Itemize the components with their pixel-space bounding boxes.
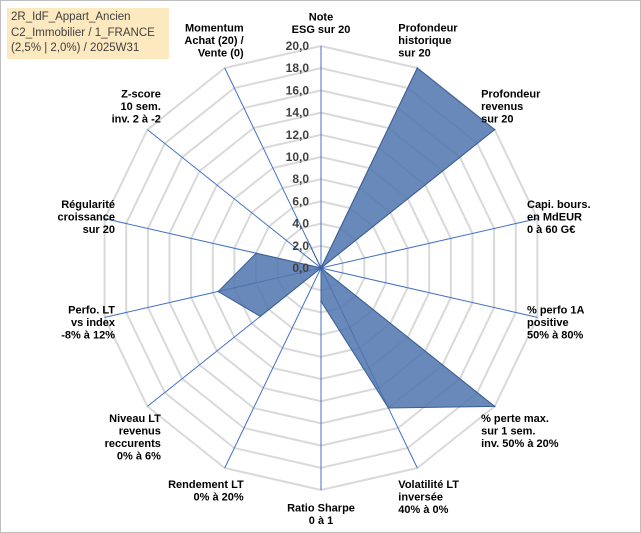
axis-label: Capi. bours. bbox=[527, 199, 591, 211]
axis-label: Momentum bbox=[185, 23, 244, 35]
axis-label: Profondeur bbox=[398, 23, 458, 35]
axis-label: inv. 50% à 20% bbox=[481, 438, 559, 450]
data-point bbox=[493, 128, 496, 131]
axis-label: Vente (0) bbox=[198, 48, 244, 60]
axis-label: Régularité bbox=[61, 199, 115, 211]
info-line-1: 2R_IdF_Appart_Ancien bbox=[11, 11, 131, 23]
axis-label: Achat (20) / bbox=[184, 35, 243, 47]
axis-label: historique bbox=[398, 35, 451, 47]
axis-label: 0 à 60 G€ bbox=[527, 224, 575, 236]
tick-label: 0,0 bbox=[292, 261, 309, 275]
axis-label: inv. 2 à -2 bbox=[112, 114, 161, 126]
axis-label: inversée bbox=[398, 491, 443, 503]
axis-label: positive bbox=[527, 317, 569, 329]
axis-label: en MdEUR bbox=[527, 211, 582, 223]
tick-label: 18,0 bbox=[286, 61, 310, 75]
axis-line bbox=[224, 67, 322, 269]
tick-label: 12,0 bbox=[286, 128, 310, 142]
axis-label: Niveau LT bbox=[109, 413, 161, 425]
axis-label: sur 20 bbox=[481, 114, 513, 126]
axis-label: sur 1 sem. bbox=[481, 425, 535, 437]
axis-label: -8% à 12% bbox=[61, 330, 115, 342]
axis-label: ESG sur 20 bbox=[292, 24, 351, 36]
tick-label: 4,0 bbox=[292, 217, 309, 231]
axis-label: sur 20 bbox=[83, 224, 115, 236]
axis-line bbox=[320, 267, 538, 318]
axis-label: 50% à 80% bbox=[527, 330, 583, 342]
axis-line bbox=[320, 218, 538, 269]
axis-label: 10 sem. bbox=[121, 101, 161, 113]
axis-label: Note bbox=[309, 12, 333, 24]
data-point bbox=[493, 405, 496, 408]
tick-label: 16,0 bbox=[286, 83, 310, 97]
data-point bbox=[320, 267, 322, 269]
tick-label: 2,0 bbox=[292, 239, 309, 253]
info-line-2: C2_Immobilier / 1_FRANCE bbox=[11, 26, 155, 39]
axis-label: 40% à 0% bbox=[398, 504, 448, 516]
axis-label: Z-score bbox=[121, 89, 161, 101]
axis-label: Volatilité LT bbox=[398, 479, 459, 491]
axis-label: Perfo. LT bbox=[68, 305, 115, 317]
data-point bbox=[259, 315, 262, 318]
series-area bbox=[217, 67, 497, 409]
chart-info-box: 2R_IdF_Appart_Ancien C2_Immobilier / 1_F… bbox=[7, 8, 169, 59]
info-line-3: (2,5% | 2,0%) / 2025W31 bbox=[11, 42, 140, 54]
axis-line bbox=[147, 129, 322, 269]
axis-label: 0% à 6% bbox=[117, 450, 161, 462]
axis-label: sur 20 bbox=[398, 48, 430, 60]
data-point bbox=[320, 300, 322, 303]
axis-label: Ratio Sharpe bbox=[287, 503, 355, 515]
tick-label: 14,0 bbox=[286, 106, 310, 120]
tick-label: 6,0 bbox=[292, 194, 309, 208]
data-point bbox=[255, 252, 257, 254]
axis-label: Profondeur bbox=[481, 89, 541, 101]
axis-label: revenus bbox=[119, 425, 161, 437]
axis-label: % perfo 1A bbox=[527, 305, 585, 317]
axis-label: reccurents bbox=[105, 438, 161, 450]
tick-label: 10,0 bbox=[286, 150, 310, 164]
axis-line bbox=[224, 267, 322, 469]
axis-label: revenus bbox=[481, 101, 523, 113]
axis-label: Rendement LT bbox=[168, 479, 244, 491]
data-point bbox=[416, 67, 419, 69]
tick-label: 20,0 bbox=[286, 39, 310, 53]
axis-label: 0 à 1 bbox=[309, 515, 333, 527]
axis-label: vs index bbox=[71, 317, 116, 329]
data-point bbox=[387, 407, 390, 409]
axis-label: 0% à 20% bbox=[194, 491, 244, 503]
axis-label: % perte max. bbox=[481, 413, 549, 425]
axis-label: croissance bbox=[58, 211, 115, 223]
data-point bbox=[217, 290, 219, 293]
tick-label: 8,0 bbox=[292, 172, 309, 186]
data-point bbox=[308, 243, 311, 245]
